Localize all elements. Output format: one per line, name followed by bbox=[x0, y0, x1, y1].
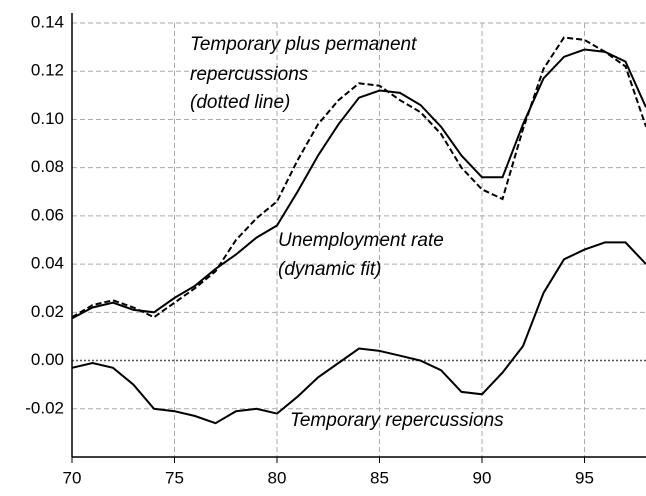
annotation: repercussions bbox=[190, 64, 309, 85]
y-tick-label: 0.06 bbox=[31, 205, 64, 224]
x-tick-label: 70 bbox=[63, 468, 82, 487]
y-tick-label: 0.10 bbox=[31, 109, 64, 128]
annotation: Temporary plus permanent bbox=[190, 34, 417, 55]
x-tick-label: 90 bbox=[473, 468, 492, 487]
annotation: (dotted line) bbox=[190, 92, 290, 113]
y-tick-label: -0.02 bbox=[25, 398, 64, 417]
y-tick-label: 0.14 bbox=[31, 12, 64, 31]
annotation: Temporary repercussions bbox=[290, 410, 504, 431]
y-tick-label: 0.04 bbox=[31, 254, 64, 273]
y-tick-label: 0.02 bbox=[31, 302, 64, 321]
line bbox=[71, 36, 646, 319]
x-tick-label: 95 bbox=[575, 468, 594, 487]
y-tick-label: 0.12 bbox=[31, 61, 64, 80]
annotation: Unemployment rate bbox=[278, 230, 444, 251]
annotation: (dynamic fit) bbox=[278, 259, 381, 280]
y-tick-label: 0.00 bbox=[31, 350, 64, 369]
line bbox=[71, 241, 646, 425]
x-tick-label: 80 bbox=[268, 468, 287, 487]
x-tick-label: 85 bbox=[370, 468, 389, 487]
y-tick-label: 0.08 bbox=[31, 157, 64, 176]
x-tick-label: 75 bbox=[165, 468, 184, 487]
line bbox=[71, 48, 646, 320]
